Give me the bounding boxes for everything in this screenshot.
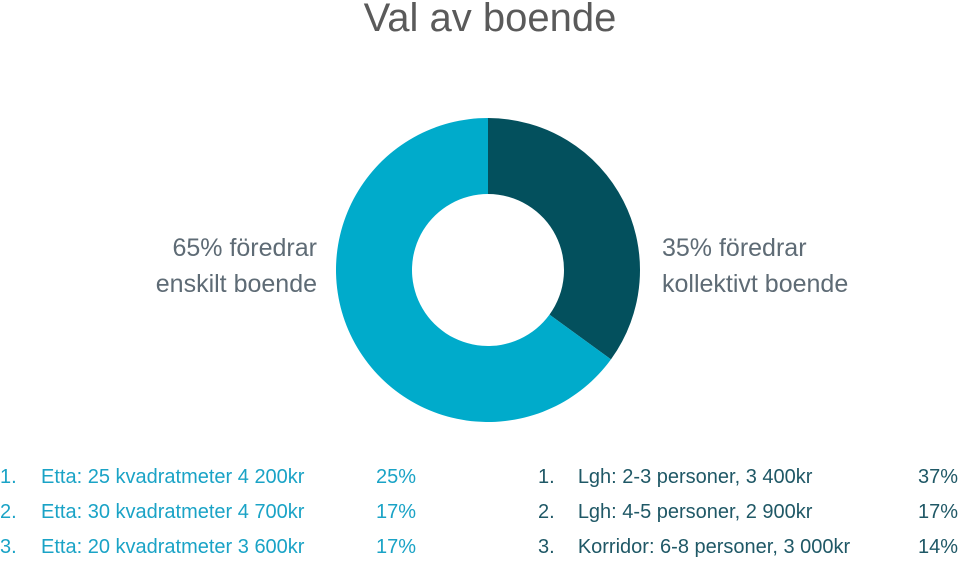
list-item-percent: 14% — [917, 536, 958, 558]
list-item-text: Etta: 20 kvadratmeter 3 600kr — [41, 536, 305, 558]
donut-slice-enskilt — [335, 117, 611, 423]
list-item-text: Etta: 25 kvadratmeter 4 200kr — [41, 466, 305, 488]
chart-title: Val av boende — [363, 0, 617, 40]
enskilt-annotation: 65% föredrar enskilt boende — [156, 230, 317, 302]
enskilt-annotation-line1: 65% föredrar — [172, 234, 317, 262]
enskilt-options-list: 1. Etta: 25 kvadratmeter 4 200kr 25% 2. … — [0, 460, 440, 565]
list-item: 3. Korridor: 6-8 personer, 3 000kr 14% — [538, 530, 958, 565]
list-item-number: 2. — [0, 501, 17, 523]
list-item-percent: 17% — [376, 501, 417, 523]
kollektivt-annotation-line2: kollektivt boende — [662, 270, 849, 298]
list-item-number: 3. — [538, 536, 555, 558]
list-item-text: Korridor: 6-8 personer, 3 000kr — [577, 536, 851, 558]
list-item: 2. Etta: 30 kvadratmeter 4 700kr 17% — [0, 495, 440, 530]
list-item-number: 3. — [0, 536, 17, 558]
kollektivt-annotation: 35% föredrar kollektivt boende — [662, 230, 848, 302]
kollektivt-annotation-line1: 35% föredrar — [662, 234, 807, 262]
enskilt-annotation-line2: enskilt boende — [155, 270, 317, 298]
list-item-number: 1. — [0, 466, 17, 488]
list-item: 3. Etta: 20 kvadratmeter 3 600kr 17% — [0, 530, 440, 565]
list-item-text: Etta: 30 kvadratmeter 4 700kr — [41, 501, 305, 523]
list-item-text: Lgh: 2-3 personer, 3 400kr — [577, 466, 813, 488]
list-item-percent: 17% — [917, 501, 958, 523]
list-item: 1. Lgh: 2-3 personer, 3 400kr 37% — [538, 460, 958, 495]
list-item: 1. Etta: 25 kvadratmeter 4 200kr 25% — [0, 460, 440, 495]
list-item: 2. Lgh: 4-5 personer, 2 900kr 17% — [538, 495, 958, 530]
donut-slice-kollektivt — [488, 118, 640, 360]
list-item-percent: 37% — [917, 466, 958, 488]
list-item-number: 2. — [538, 501, 555, 523]
list-item-percent: 25% — [376, 466, 417, 488]
list-item-text: Lgh: 4-5 personer, 2 900kr — [577, 501, 813, 523]
list-item-number: 1. — [538, 466, 555, 488]
kollektivt-options-list: 1. Lgh: 2-3 personer, 3 400kr 37% 2. Lgh… — [538, 460, 958, 565]
list-item-percent: 17% — [376, 536, 417, 558]
